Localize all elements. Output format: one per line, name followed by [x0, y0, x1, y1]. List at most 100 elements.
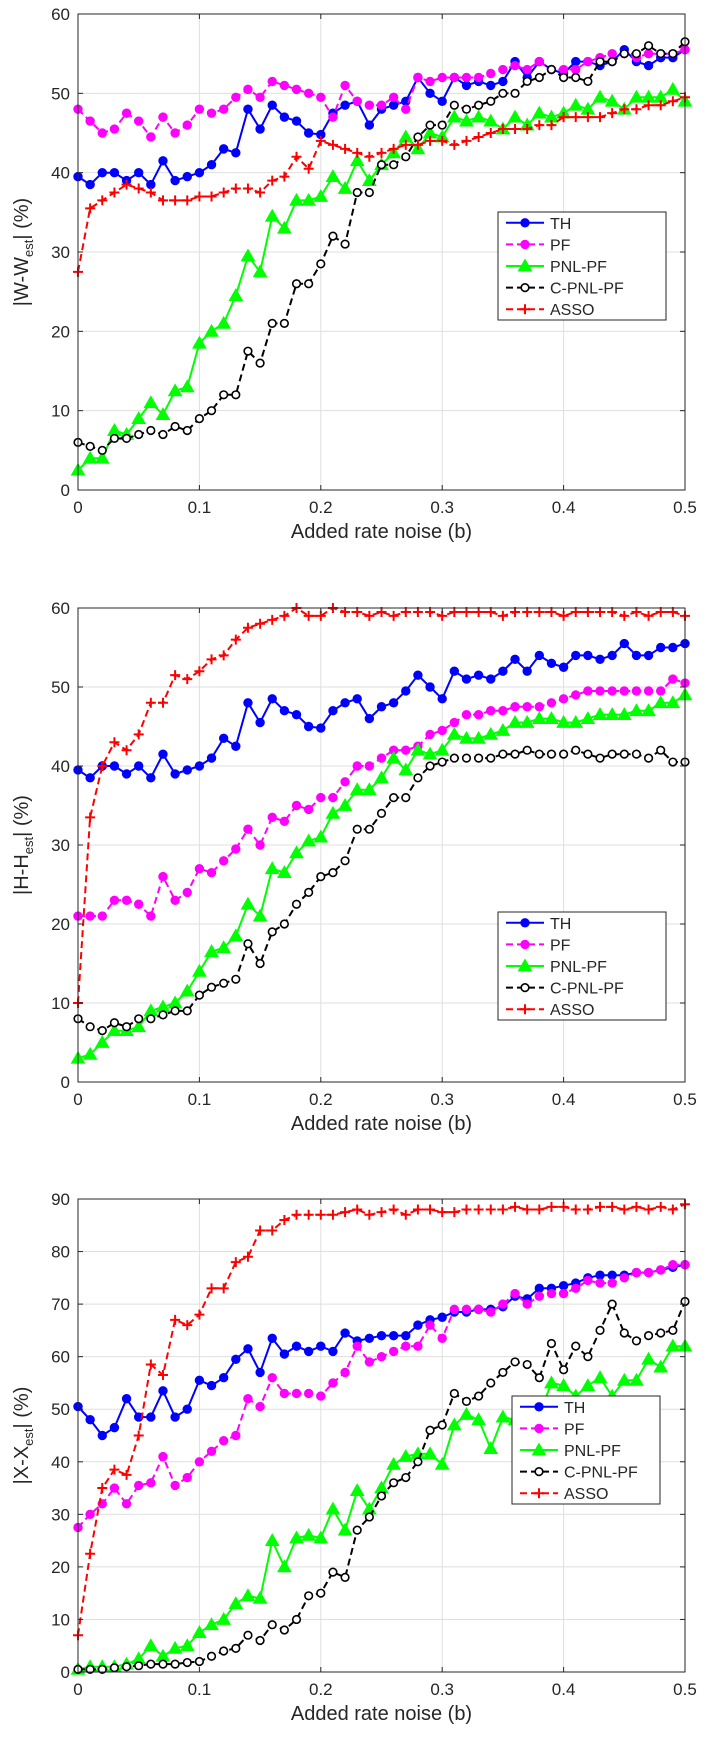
data-point — [182, 120, 192, 130]
legend-marker — [517, 258, 533, 272]
data-point — [279, 816, 290, 826]
data-point — [170, 1659, 180, 1669]
data-point — [143, 395, 159, 409]
legend-marker — [517, 958, 533, 972]
data-point — [583, 686, 593, 696]
data-point — [170, 1480, 180, 1491]
data-point — [471, 109, 486, 123]
data-point — [230, 1257, 241, 1268]
data-point — [218, 1436, 229, 1446]
data-point — [85, 116, 95, 126]
data-point — [85, 1548, 96, 1559]
data-point — [522, 702, 532, 712]
data-point — [522, 1299, 532, 1309]
data-point — [655, 1201, 666, 1212]
data-point — [291, 709, 302, 720]
data-point — [192, 963, 207, 977]
data-point — [328, 1346, 338, 1357]
data-point — [364, 1357, 375, 1367]
data-point — [230, 183, 241, 194]
data-point — [267, 1333, 277, 1343]
data-point — [131, 1019, 147, 1033]
data-point — [592, 1370, 608, 1384]
data-point — [328, 231, 338, 241]
data-point — [522, 64, 532, 75]
data-point — [534, 749, 544, 759]
data-point — [437, 120, 447, 130]
data-point — [546, 120, 557, 131]
data-point — [337, 1522, 353, 1536]
data-point — [243, 1630, 253, 1640]
data-point — [206, 406, 217, 416]
data-point — [471, 730, 486, 744]
data-point — [643, 100, 654, 111]
x-tick-label: 0.5 — [673, 1090, 697, 1109]
data-point — [267, 175, 278, 186]
data-point — [425, 729, 435, 740]
data-point — [631, 650, 642, 661]
data-point — [267, 318, 277, 329]
data-point — [255, 1401, 265, 1412]
data-point — [486, 96, 496, 106]
x-tick-label: 0.4 — [552, 1680, 576, 1699]
data-point — [656, 686, 666, 696]
data-point — [94, 1034, 110, 1048]
data-point — [277, 865, 292, 879]
data-point — [255, 618, 266, 629]
data-point — [604, 707, 620, 721]
data-point — [182, 1404, 192, 1414]
data-point — [315, 135, 326, 146]
data-point — [558, 112, 569, 123]
data-point — [376, 160, 387, 170]
x-tick-label: 0.4 — [552, 498, 576, 517]
data-point — [303, 128, 314, 138]
y-tick-label: 0 — [61, 481, 70, 500]
data-point — [243, 1394, 253, 1404]
data-point — [303, 1388, 314, 1399]
data-point — [668, 1325, 678, 1335]
data-point — [412, 1204, 423, 1215]
data-point — [519, 715, 535, 728]
data-point — [522, 666, 532, 676]
data-point — [495, 1409, 511, 1423]
data-point — [571, 56, 581, 67]
data-point — [522, 1359, 532, 1370]
data-point — [531, 711, 547, 724]
data-point — [242, 1251, 253, 1262]
legend-label: ASSO — [550, 302, 594, 319]
data-point — [629, 89, 644, 103]
data-point — [231, 1643, 241, 1653]
data-point — [157, 697, 168, 708]
y-axis-label: |W-West| (%) — [11, 198, 36, 306]
y-axis-label: |X-Xest| (%) — [11, 1387, 36, 1485]
data-point — [194, 191, 205, 202]
data-point — [410, 742, 426, 756]
data-point — [631, 606, 642, 617]
data-point — [170, 1412, 180, 1422]
data-point — [667, 1204, 678, 1215]
data-point — [219, 1646, 229, 1656]
data-point — [328, 868, 338, 878]
data-point — [243, 346, 253, 356]
data-point — [316, 1391, 326, 1401]
data-point — [595, 1325, 605, 1335]
data-point — [340, 856, 350, 866]
data-point — [352, 1525, 362, 1535]
data-point — [510, 124, 521, 135]
data-point — [522, 76, 532, 87]
data-point — [401, 792, 411, 803]
data-point — [340, 777, 350, 787]
data-point — [364, 1209, 375, 1220]
data-point — [376, 1351, 387, 1362]
x-tick-label: 0.5 — [673, 1680, 697, 1699]
data-point — [510, 60, 520, 71]
data-point — [413, 72, 423, 83]
data-point — [291, 800, 302, 811]
legend-label: PF — [550, 237, 571, 254]
data-point — [97, 128, 107, 138]
y-tick-label: 10 — [51, 994, 70, 1013]
data-point — [546, 1288, 557, 1299]
data-point — [255, 840, 265, 850]
data-point — [109, 124, 120, 134]
data-point — [473, 1304, 484, 1315]
